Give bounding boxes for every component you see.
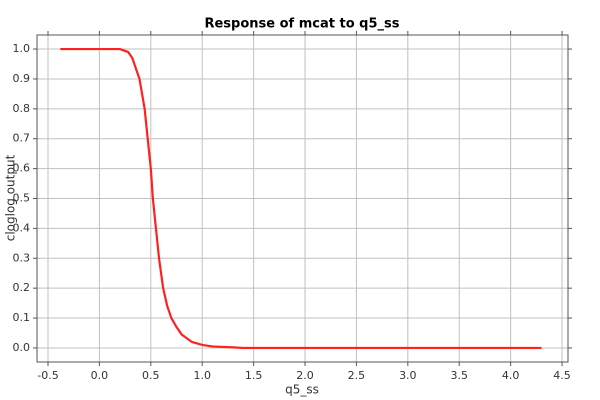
x-tick-label: 2.0: [296, 369, 314, 382]
x-tick-label: -0.5: [37, 369, 58, 382]
x-tick-label: 1.5: [245, 369, 263, 382]
y-tick-label: 0.5: [13, 192, 31, 205]
y-tick-label: 0.0: [13, 341, 31, 354]
x-tick-label: 3.5: [450, 369, 468, 382]
x-tick-label: 4.0: [502, 369, 520, 382]
data-line: [60, 47, 542, 350]
y-tick-label: 0.3: [13, 251, 31, 264]
y-tick-label: 0.8: [13, 102, 31, 115]
y-tick-label: 0.4: [13, 221, 31, 234]
x-tick-label: 1.0: [193, 369, 211, 382]
x-tick-label: 2.5: [348, 369, 366, 382]
y-tick-label: 0.9: [13, 72, 31, 85]
y-axis-label: cloglog output: [4, 154, 18, 241]
x-tick-label: 4.5: [553, 369, 571, 382]
y-tick-label: 0.6: [13, 162, 31, 175]
x-tick-label: 0.5: [142, 369, 160, 382]
y-tick-label: 1.0: [13, 42, 31, 55]
chart-title: Response of mcat to q5_ss: [204, 17, 399, 32]
plot-frame: [36, 34, 569, 363]
x-tick-label: 0.0: [91, 369, 109, 382]
x-axis-label: q5_ss: [285, 383, 319, 397]
y-tick-label: 0.2: [13, 281, 31, 294]
y-tick-label: 0.1: [13, 311, 31, 324]
x-tick-label: 3.0: [399, 369, 417, 382]
y-tick-label: 0.7: [13, 132, 31, 145]
